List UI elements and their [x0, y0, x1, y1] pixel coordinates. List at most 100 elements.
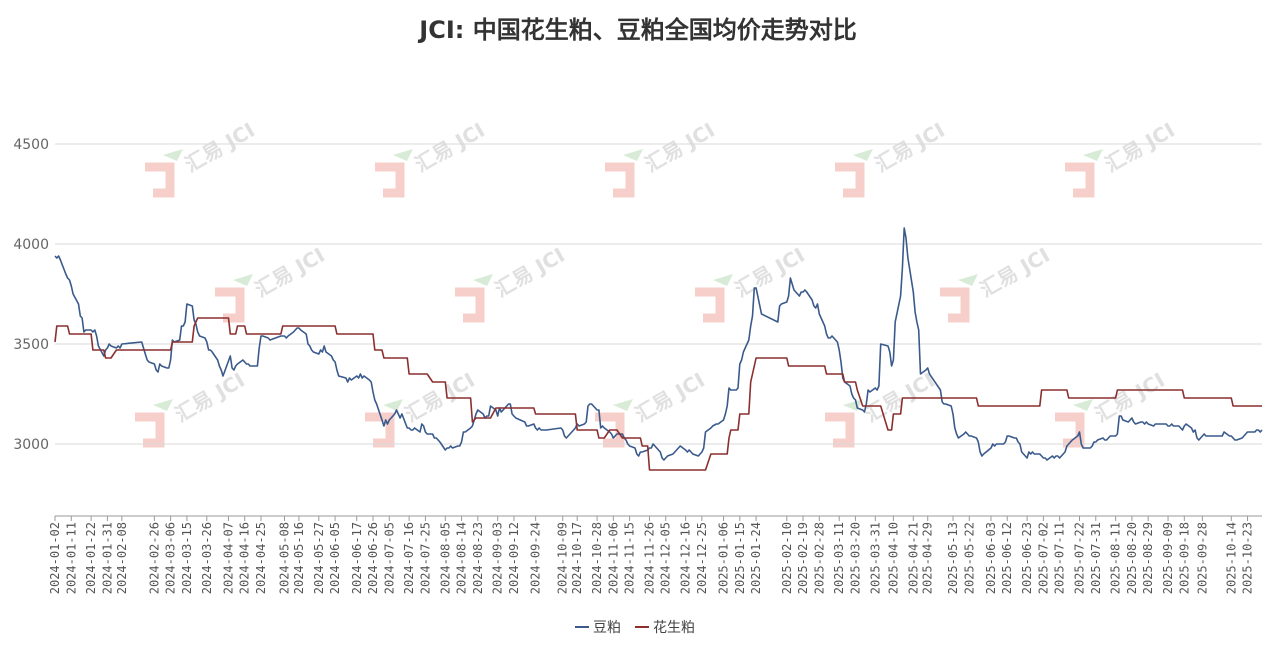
watermark-leaf-icon: [623, 149, 643, 161]
x-tick-label: 2024-06-26: [366, 522, 380, 594]
x-tick-label: 2025-08-11: [1109, 522, 1123, 594]
watermark-leaf-icon: [613, 399, 633, 411]
watermark: 汇易 JCI: [1065, 118, 1179, 198]
x-tick-label: 2024-03-26: [200, 522, 214, 594]
watermark: 汇易 JCI: [215, 243, 329, 323]
x-tick-label: 2024-01-11: [64, 522, 78, 594]
x-tick-label: 2024-08-23: [471, 522, 485, 594]
watermark-logo-icon: [940, 287, 970, 323]
x-axis: 2024-01-02 2024-01-11 2024-01-22 2024-01-31…: [48, 515, 1262, 594]
watermark: 汇易 JCI: [145, 118, 259, 198]
watermark: 汇易 JCI: [605, 118, 719, 198]
x-tick-label: 2024-07-25: [418, 522, 432, 594]
x-tick-label: 2025-03-11: [832, 522, 846, 594]
watermark-leaf-icon: [473, 274, 493, 286]
x-tick-label: 2025-01-06: [717, 522, 731, 594]
x-tick-label: 2025-04-10: [886, 522, 900, 594]
watermark-text: 汇易 JCI: [181, 118, 259, 177]
watermark-logo-icon: [1055, 412, 1085, 448]
watermark-logo-icon: [695, 287, 725, 323]
watermark-leaf-icon: [853, 149, 873, 161]
x-tick-label: 2024-01-02: [48, 522, 62, 594]
watermark: 汇易 JCI: [365, 368, 479, 448]
y-tick-label: 3000: [13, 437, 49, 453]
x-tick-label: 2025-07-22: [1073, 522, 1087, 594]
x-tick-label: 2024-11-26: [642, 522, 656, 594]
x-tick-label: 2025-10-23: [1241, 522, 1255, 594]
x-tick-label: 2025-02-19: [796, 522, 810, 594]
x-tick-label: 2024-12-25: [695, 522, 709, 594]
x-tick-label: 2025-07-11: [1053, 522, 1067, 594]
x-tick-label: 2025-06-03: [984, 522, 998, 594]
watermark-text: 汇易 JCI: [1101, 118, 1179, 177]
watermark-logo-icon: [135, 412, 165, 448]
x-tick-label: 2024-05-08: [277, 522, 291, 594]
watermark: 汇易 JCI: [835, 118, 949, 198]
watermark-logo-icon: [375, 162, 405, 198]
x-tick-label: 2025-01-15: [733, 522, 747, 594]
watermark-text: 汇易 JCI: [251, 243, 329, 302]
legend-label: 花生粕: [653, 620, 695, 636]
x-tick-label: 2024-05-27: [312, 522, 326, 594]
chart-title: JCI: 中国花生粕、豆粕全国均价走势对比: [417, 16, 856, 44]
x-tick-label: 2024-11-15: [623, 522, 637, 594]
watermark: 汇易 JCI: [825, 368, 939, 448]
watermark-leaf-icon: [153, 399, 173, 411]
series-line-peanutmeal: [54, 317, 1262, 471]
x-tick-label: 2024-03-15: [180, 522, 194, 594]
watermark-logo-icon: [825, 412, 855, 448]
watermark-layer: 汇易 JCI 汇易 JCI 汇易 JCI 汇易 JCI 汇易 JCI 汇易 JCI 汇易 J…: [135, 118, 1179, 448]
legend-item-soymeal[interactable]: 豆粕: [575, 620, 621, 636]
watermark: 汇易 JCI: [455, 243, 569, 323]
series-lines: [54, 227, 1263, 471]
x-tick-label: 2025-04-29: [921, 522, 935, 594]
x-tick-label: 2024-03-06: [164, 522, 178, 594]
x-tick-label: 2025-09-28: [1195, 522, 1209, 594]
watermark-logo-icon: [145, 162, 175, 198]
x-tick-label: 2024-01-22: [84, 522, 98, 594]
watermark-leaf-icon: [233, 274, 253, 286]
watermark-text: 汇易 JCI: [641, 118, 719, 177]
watermark-leaf-icon: [1073, 399, 1093, 411]
x-tick-label: 2024-02-08: [115, 522, 129, 594]
x-tick-label: 2025-01-24: [749, 522, 763, 594]
legend-item-peanutmeal[interactable]: 花生粕: [635, 620, 695, 636]
x-tick-label: 2024-07-16: [402, 522, 416, 594]
x-tick-label: 2025-05-13: [946, 522, 960, 594]
gridlines: [55, 143, 1262, 445]
x-tick-label: 2024-12-05: [659, 522, 673, 594]
x-tick-label: 2025-03-20: [848, 522, 862, 594]
watermark-text: 汇易 JCI: [631, 368, 709, 427]
y-tick-label: 4500: [13, 137, 49, 153]
watermark-text: 汇易 JCI: [491, 243, 569, 302]
x-tick-label: 2024-01-31: [100, 522, 114, 594]
legend[interactable]: 豆粕 花生粕: [575, 620, 695, 636]
watermark-text: 汇易 JCI: [976, 243, 1054, 302]
legend-label: 豆粕: [593, 620, 621, 636]
watermark-leaf-icon: [393, 149, 413, 161]
watermark: 汇易 JCI: [940, 243, 1054, 323]
x-tick-label: 2025-10-14: [1224, 522, 1238, 594]
watermark-leaf-icon: [958, 274, 978, 286]
x-tick-label: 2025-05-22: [962, 522, 976, 594]
x-tick-label: 2025-06-12: [1000, 522, 1014, 594]
x-tick-label: 2024-04-07: [221, 522, 235, 594]
y-tick-label: 3500: [13, 337, 49, 353]
x-tick-label: 2025-07-02: [1036, 522, 1050, 594]
x-tick-label: 2024-09-24: [529, 522, 543, 594]
x-tick-label: 2025-06-23: [1020, 522, 1034, 594]
x-tick-label: 2024-06-17: [350, 522, 364, 594]
watermark: 汇易 JCI: [595, 368, 709, 448]
x-tick-label: 2024-10-09: [556, 522, 570, 594]
watermark-text: 汇易 JCI: [171, 368, 249, 427]
watermark: 汇易 JCI: [135, 368, 249, 448]
x-tick-label: 2025-08-20: [1125, 522, 1139, 594]
x-tick-label: 2025-03-31: [868, 522, 882, 594]
watermark-leaf-icon: [383, 399, 403, 411]
y-axis-ticks: 3000 3500 4000 4500: [13, 137, 49, 453]
x-tick-label: 2024-12-16: [679, 522, 693, 594]
x-tick-label: 2024-10-28: [590, 522, 604, 594]
watermark-leaf-icon: [163, 149, 183, 161]
watermark-logo-icon: [1065, 162, 1095, 198]
